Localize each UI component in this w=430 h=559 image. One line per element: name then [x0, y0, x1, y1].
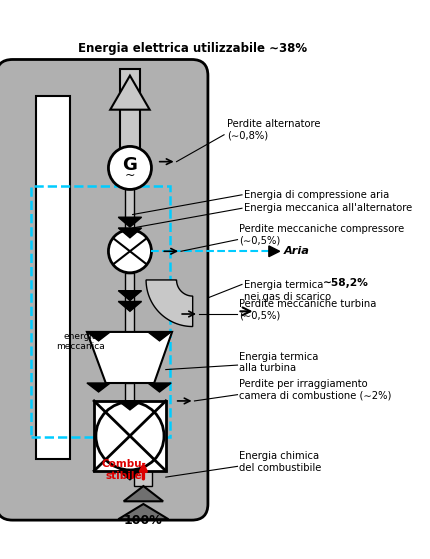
- Text: energia
meccanica: energia meccanica: [56, 332, 105, 351]
- Text: Energia di compressione aria: Energia di compressione aria: [243, 190, 388, 200]
- Polygon shape: [118, 291, 141, 301]
- Polygon shape: [118, 471, 141, 480]
- Polygon shape: [87, 332, 172, 383]
- Polygon shape: [123, 486, 163, 501]
- Polygon shape: [268, 246, 279, 257]
- Text: 100%: 100%: [124, 514, 163, 527]
- Text: Aria: Aria: [283, 247, 309, 256]
- Polygon shape: [118, 504, 168, 519]
- Bar: [36, 96, 70, 459]
- Polygon shape: [87, 332, 110, 341]
- Polygon shape: [87, 383, 110, 392]
- Polygon shape: [118, 401, 141, 410]
- Text: Energia termica
alla turbina: Energia termica alla turbina: [239, 352, 318, 373]
- Bar: [31, 186, 170, 437]
- Bar: [120, 69, 139, 168]
- Polygon shape: [118, 228, 141, 238]
- Circle shape: [108, 230, 151, 273]
- Text: Perdite alternatore
(∼0,8%): Perdite alternatore (∼0,8%): [226, 119, 319, 140]
- Polygon shape: [118, 301, 141, 311]
- Circle shape: [108, 146, 151, 190]
- Text: Perdite per irraggiamento
camera di combustione (∼2%): Perdite per irraggiamento camera di comb…: [239, 380, 391, 401]
- Text: Energia chimica
del combustibile: Energia chimica del combustibile: [239, 451, 321, 473]
- FancyBboxPatch shape: [0, 59, 207, 520]
- Polygon shape: [146, 280, 192, 326]
- Polygon shape: [118, 217, 141, 227]
- Text: Perdite meccaniche compressore
(∼0,5%): Perdite meccaniche compressore (∼0,5%): [239, 224, 404, 246]
- Bar: [134, 471, 152, 486]
- Text: Energia elettrica utilizzabile ∼38%: Energia elettrica utilizzabile ∼38%: [78, 42, 307, 55]
- Polygon shape: [147, 383, 171, 392]
- Bar: [125, 383, 134, 401]
- Polygon shape: [110, 75, 149, 110]
- Text: Perdite meccaniche turbina
(∼0,5%): Perdite meccaniche turbina (∼0,5%): [239, 299, 376, 320]
- Text: G: G: [122, 156, 137, 174]
- Text: ~: ~: [124, 169, 135, 182]
- Text: Energia meccanica all'alternatore: Energia meccanica all'alternatore: [243, 203, 411, 213]
- Text: ∼58,2%: ∼58,2%: [322, 278, 368, 288]
- Polygon shape: [147, 332, 171, 341]
- Text: Combu-
stibile: Combu- stibile: [101, 459, 146, 481]
- Bar: [94, 401, 166, 471]
- Text: Energia termica
nei gas di scarico: Energia termica nei gas di scarico: [243, 280, 330, 301]
- Bar: [125, 273, 134, 334]
- Bar: [125, 190, 134, 251]
